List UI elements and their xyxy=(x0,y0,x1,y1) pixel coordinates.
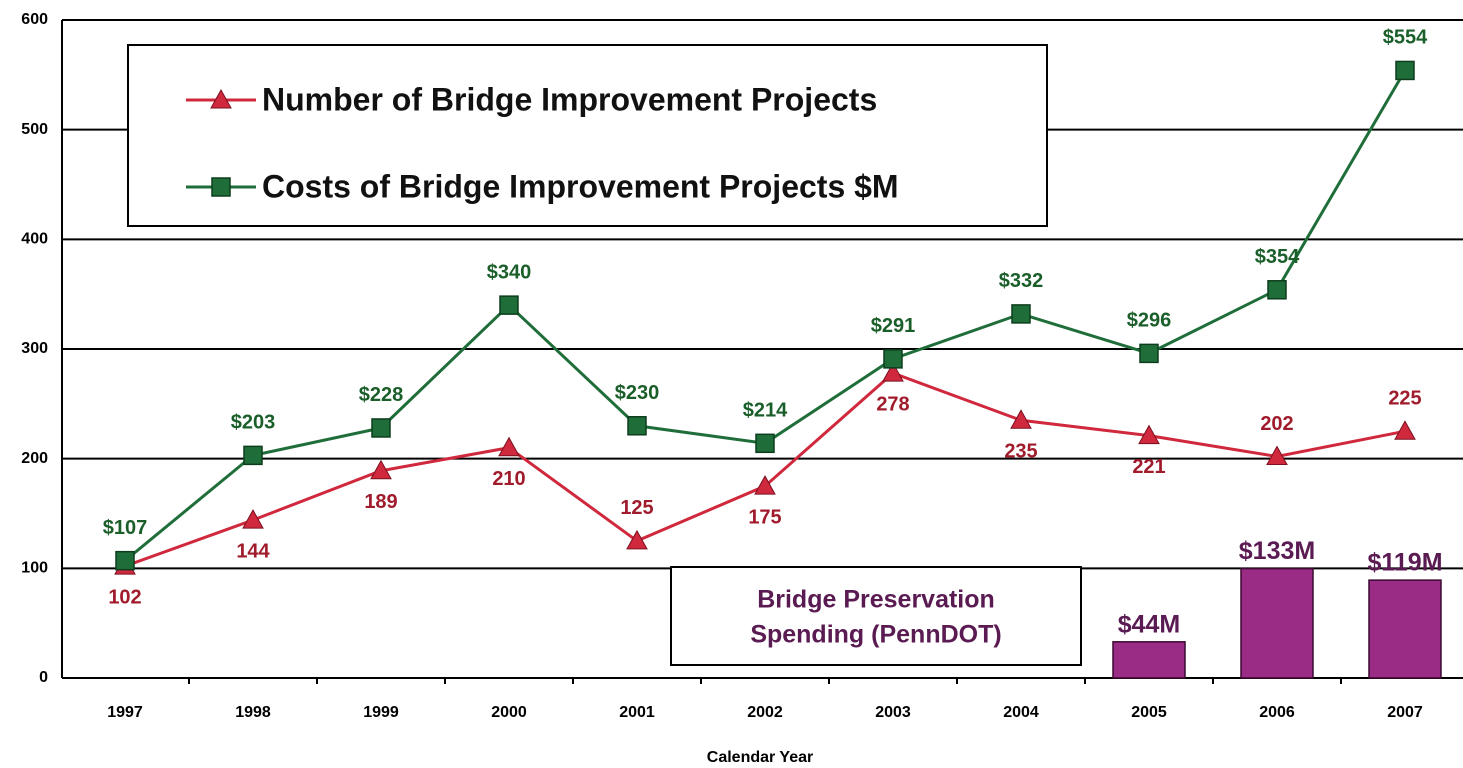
legend-box xyxy=(127,44,1048,227)
y-tick-label: 0 xyxy=(39,669,48,686)
marker xyxy=(210,88,232,109)
marker xyxy=(243,445,263,466)
marker xyxy=(627,416,647,436)
annotation: Bridge Preservation xyxy=(757,586,995,614)
annotation: Spending (PennDOT) xyxy=(750,621,1001,649)
data-label: 225 xyxy=(1388,388,1421,410)
marker xyxy=(1266,445,1288,465)
data-label: 210 xyxy=(492,468,525,490)
x-tick-label: 1997 xyxy=(107,704,143,721)
legend-label: Number of Bridge Improvement Projects xyxy=(262,81,877,117)
data-label: $296 xyxy=(1127,310,1172,332)
data-label: $554 xyxy=(1383,27,1428,49)
bar xyxy=(1240,567,1314,679)
data-label: 235 xyxy=(1004,441,1037,463)
x-axis-label: Calendar Year xyxy=(707,749,813,766)
marker xyxy=(1395,60,1415,81)
marker xyxy=(371,418,391,438)
data-label: $291 xyxy=(871,315,916,337)
data-label: 202 xyxy=(1260,413,1293,435)
marker xyxy=(1394,420,1416,440)
x-tick-label: 2007 xyxy=(1387,704,1423,721)
x-tick-label: 2000 xyxy=(491,704,527,721)
x-tick-label: 1999 xyxy=(363,704,399,721)
data-label: $119M xyxy=(1367,549,1442,577)
data-label: 175 xyxy=(748,506,781,528)
marker xyxy=(499,295,519,315)
data-label: 221 xyxy=(1132,456,1165,478)
data-label: 189 xyxy=(364,491,397,513)
marker xyxy=(1139,343,1159,364)
marker xyxy=(754,475,776,495)
bars: $44M $133M $119M xyxy=(1112,537,1443,679)
bar xyxy=(1368,579,1442,679)
data-label: $107 xyxy=(103,517,148,539)
marker xyxy=(1010,409,1032,429)
marker xyxy=(626,529,648,550)
x-tick-label: 1998 xyxy=(235,704,271,721)
marker xyxy=(1138,424,1160,445)
x-tick-label: 2004 xyxy=(1003,704,1039,721)
y-tick-label: 200 xyxy=(21,450,48,467)
data-label: 125 xyxy=(620,497,653,519)
marker xyxy=(1011,304,1031,324)
marker xyxy=(882,362,904,382)
data-label: $230 xyxy=(615,382,660,404)
x-tick-label: 2003 xyxy=(875,704,911,721)
x-tick-label: 2001 xyxy=(619,704,655,721)
bar xyxy=(1112,641,1186,679)
marker xyxy=(1267,280,1287,300)
x-tick-label: 2006 xyxy=(1259,704,1295,721)
data-label: 144 xyxy=(236,540,270,562)
legend-label: Costs of Bridge Improvement Projects $M xyxy=(262,168,899,204)
annotation-box xyxy=(670,566,1082,666)
marker xyxy=(242,509,264,529)
marker xyxy=(211,177,231,197)
data-label: 278 xyxy=(876,393,909,415)
marker xyxy=(370,459,392,480)
data-label: $133M xyxy=(1239,537,1315,565)
data-label: $214 xyxy=(743,400,788,422)
data-label: $354 xyxy=(1255,246,1300,268)
y-tick-label: 500 xyxy=(21,121,48,138)
data-label: $44M xyxy=(1118,610,1181,638)
marker xyxy=(883,349,903,369)
marker xyxy=(755,433,775,454)
data-label: $203 xyxy=(231,412,276,434)
data-label: $332 xyxy=(999,270,1044,292)
marker xyxy=(115,550,135,571)
lines: 102 144 189 210 125 175 278 235 221 202 225 Number … xyxy=(103,27,1428,609)
marker xyxy=(498,436,520,457)
x-tick-label: 2002 xyxy=(747,704,783,721)
data-label: $228 xyxy=(359,384,404,406)
y-tick-label: 600 xyxy=(21,11,48,28)
x-tick-label: 2005 xyxy=(1131,704,1167,721)
data-label: $340 xyxy=(487,261,532,283)
y-tick-label: 400 xyxy=(21,231,48,248)
data-label: 102 xyxy=(108,586,141,608)
y-tick-label: 300 xyxy=(21,340,48,357)
y-tick-label: 100 xyxy=(21,560,48,577)
